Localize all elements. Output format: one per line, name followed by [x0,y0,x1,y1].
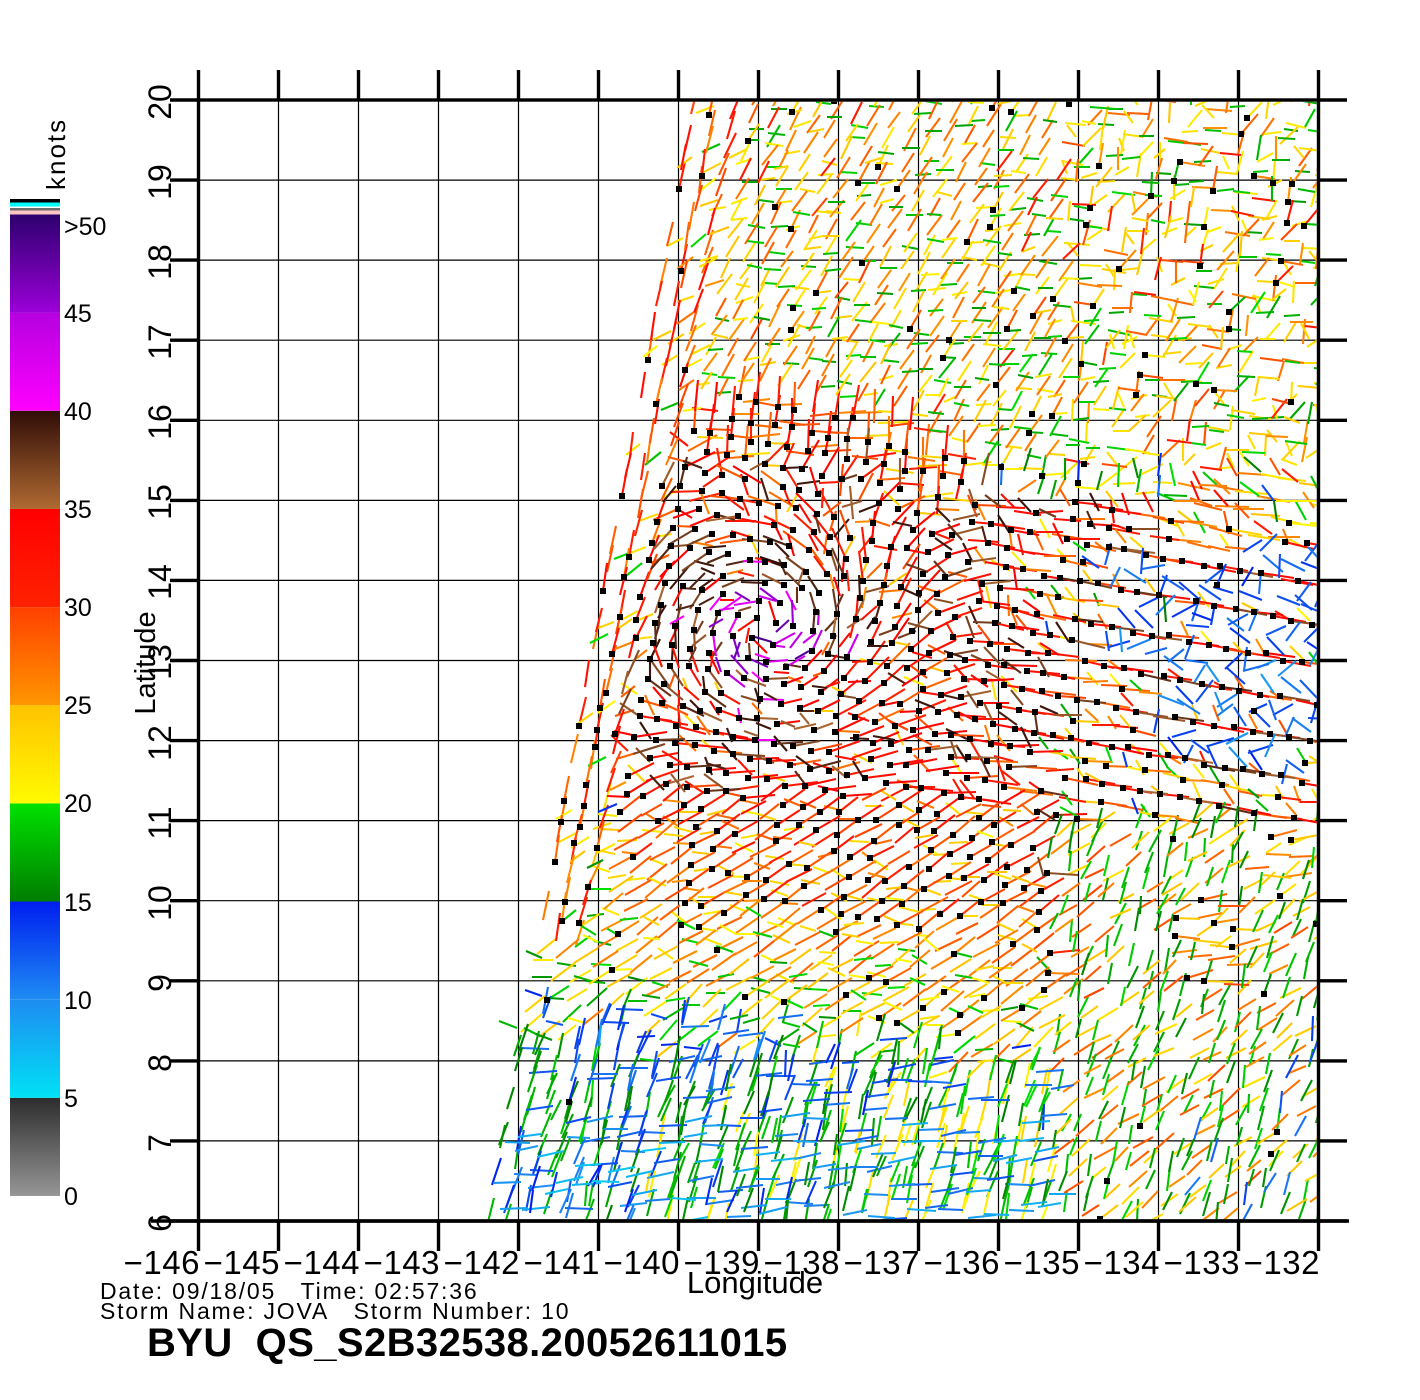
svg-text:20: 20 [142,84,178,120]
svg-text:−145: −145 [204,1244,280,1281]
svg-text:13: 13 [142,644,178,680]
svg-text:−142: −142 [444,1244,520,1281]
svg-text:Storm Name: JOVA Storm Numbe: Storm Name: JOVA Storm Number: 10 [100,1298,570,1324]
svg-text:25: 25 [64,692,92,720]
svg-text:−138: −138 [764,1244,840,1281]
svg-text:15: 15 [64,889,92,917]
svg-text:8: 8 [142,1054,178,1072]
svg-text:−134: −134 [1084,1244,1160,1281]
svg-text:5: 5 [64,1085,78,1113]
svg-text:20: 20 [64,790,92,818]
svg-text:18: 18 [142,244,178,280]
svg-text:11: 11 [142,806,178,839]
svg-text:Latitude: Latitude [130,611,162,714]
svg-text:12: 12 [142,725,178,761]
svg-text:−141: −141 [524,1244,600,1281]
svg-text:−139: −139 [684,1244,760,1281]
svg-text:6: 6 [142,1214,178,1232]
svg-text:40: 40 [64,398,92,426]
svg-text:knots: knots [41,118,71,190]
svg-text:35: 35 [64,496,92,524]
svg-text:9: 9 [142,974,178,992]
svg-text:17: 17 [142,324,178,360]
svg-text:BYU QS_S2B32538.20052611015: BYU QS_S2B32538.20052611015 [147,1321,788,1365]
svg-text:0: 0 [64,1183,78,1211]
svg-text:−140: −140 [604,1244,680,1281]
svg-text:19: 19 [142,164,178,200]
svg-text:Longitude: Longitude [687,1265,823,1300]
svg-text:16: 16 [142,404,178,440]
svg-text:−133: −133 [1164,1244,1240,1281]
svg-text:−143: −143 [364,1244,440,1281]
svg-text:>50: >50 [64,213,106,241]
svg-text:−136: −136 [924,1244,1000,1281]
svg-text:10: 10 [142,885,178,921]
svg-text:10: 10 [64,987,92,1015]
svg-text:30: 30 [64,594,92,622]
svg-text:−146: −146 [124,1244,200,1281]
svg-text:14: 14 [142,564,178,600]
svg-text:−132: −132 [1244,1244,1320,1281]
svg-text:−137: −137 [844,1244,920,1281]
svg-text:−144: −144 [284,1244,360,1281]
svg-text:7: 7 [142,1134,178,1152]
svg-text:15: 15 [142,484,178,520]
svg-text:Date: 09/18/05 Time: 02:57:3: Date: 09/18/05 Time: 02:57:36 [100,1278,478,1304]
svg-text:−135: −135 [1004,1244,1080,1281]
svg-text:45: 45 [64,300,92,328]
